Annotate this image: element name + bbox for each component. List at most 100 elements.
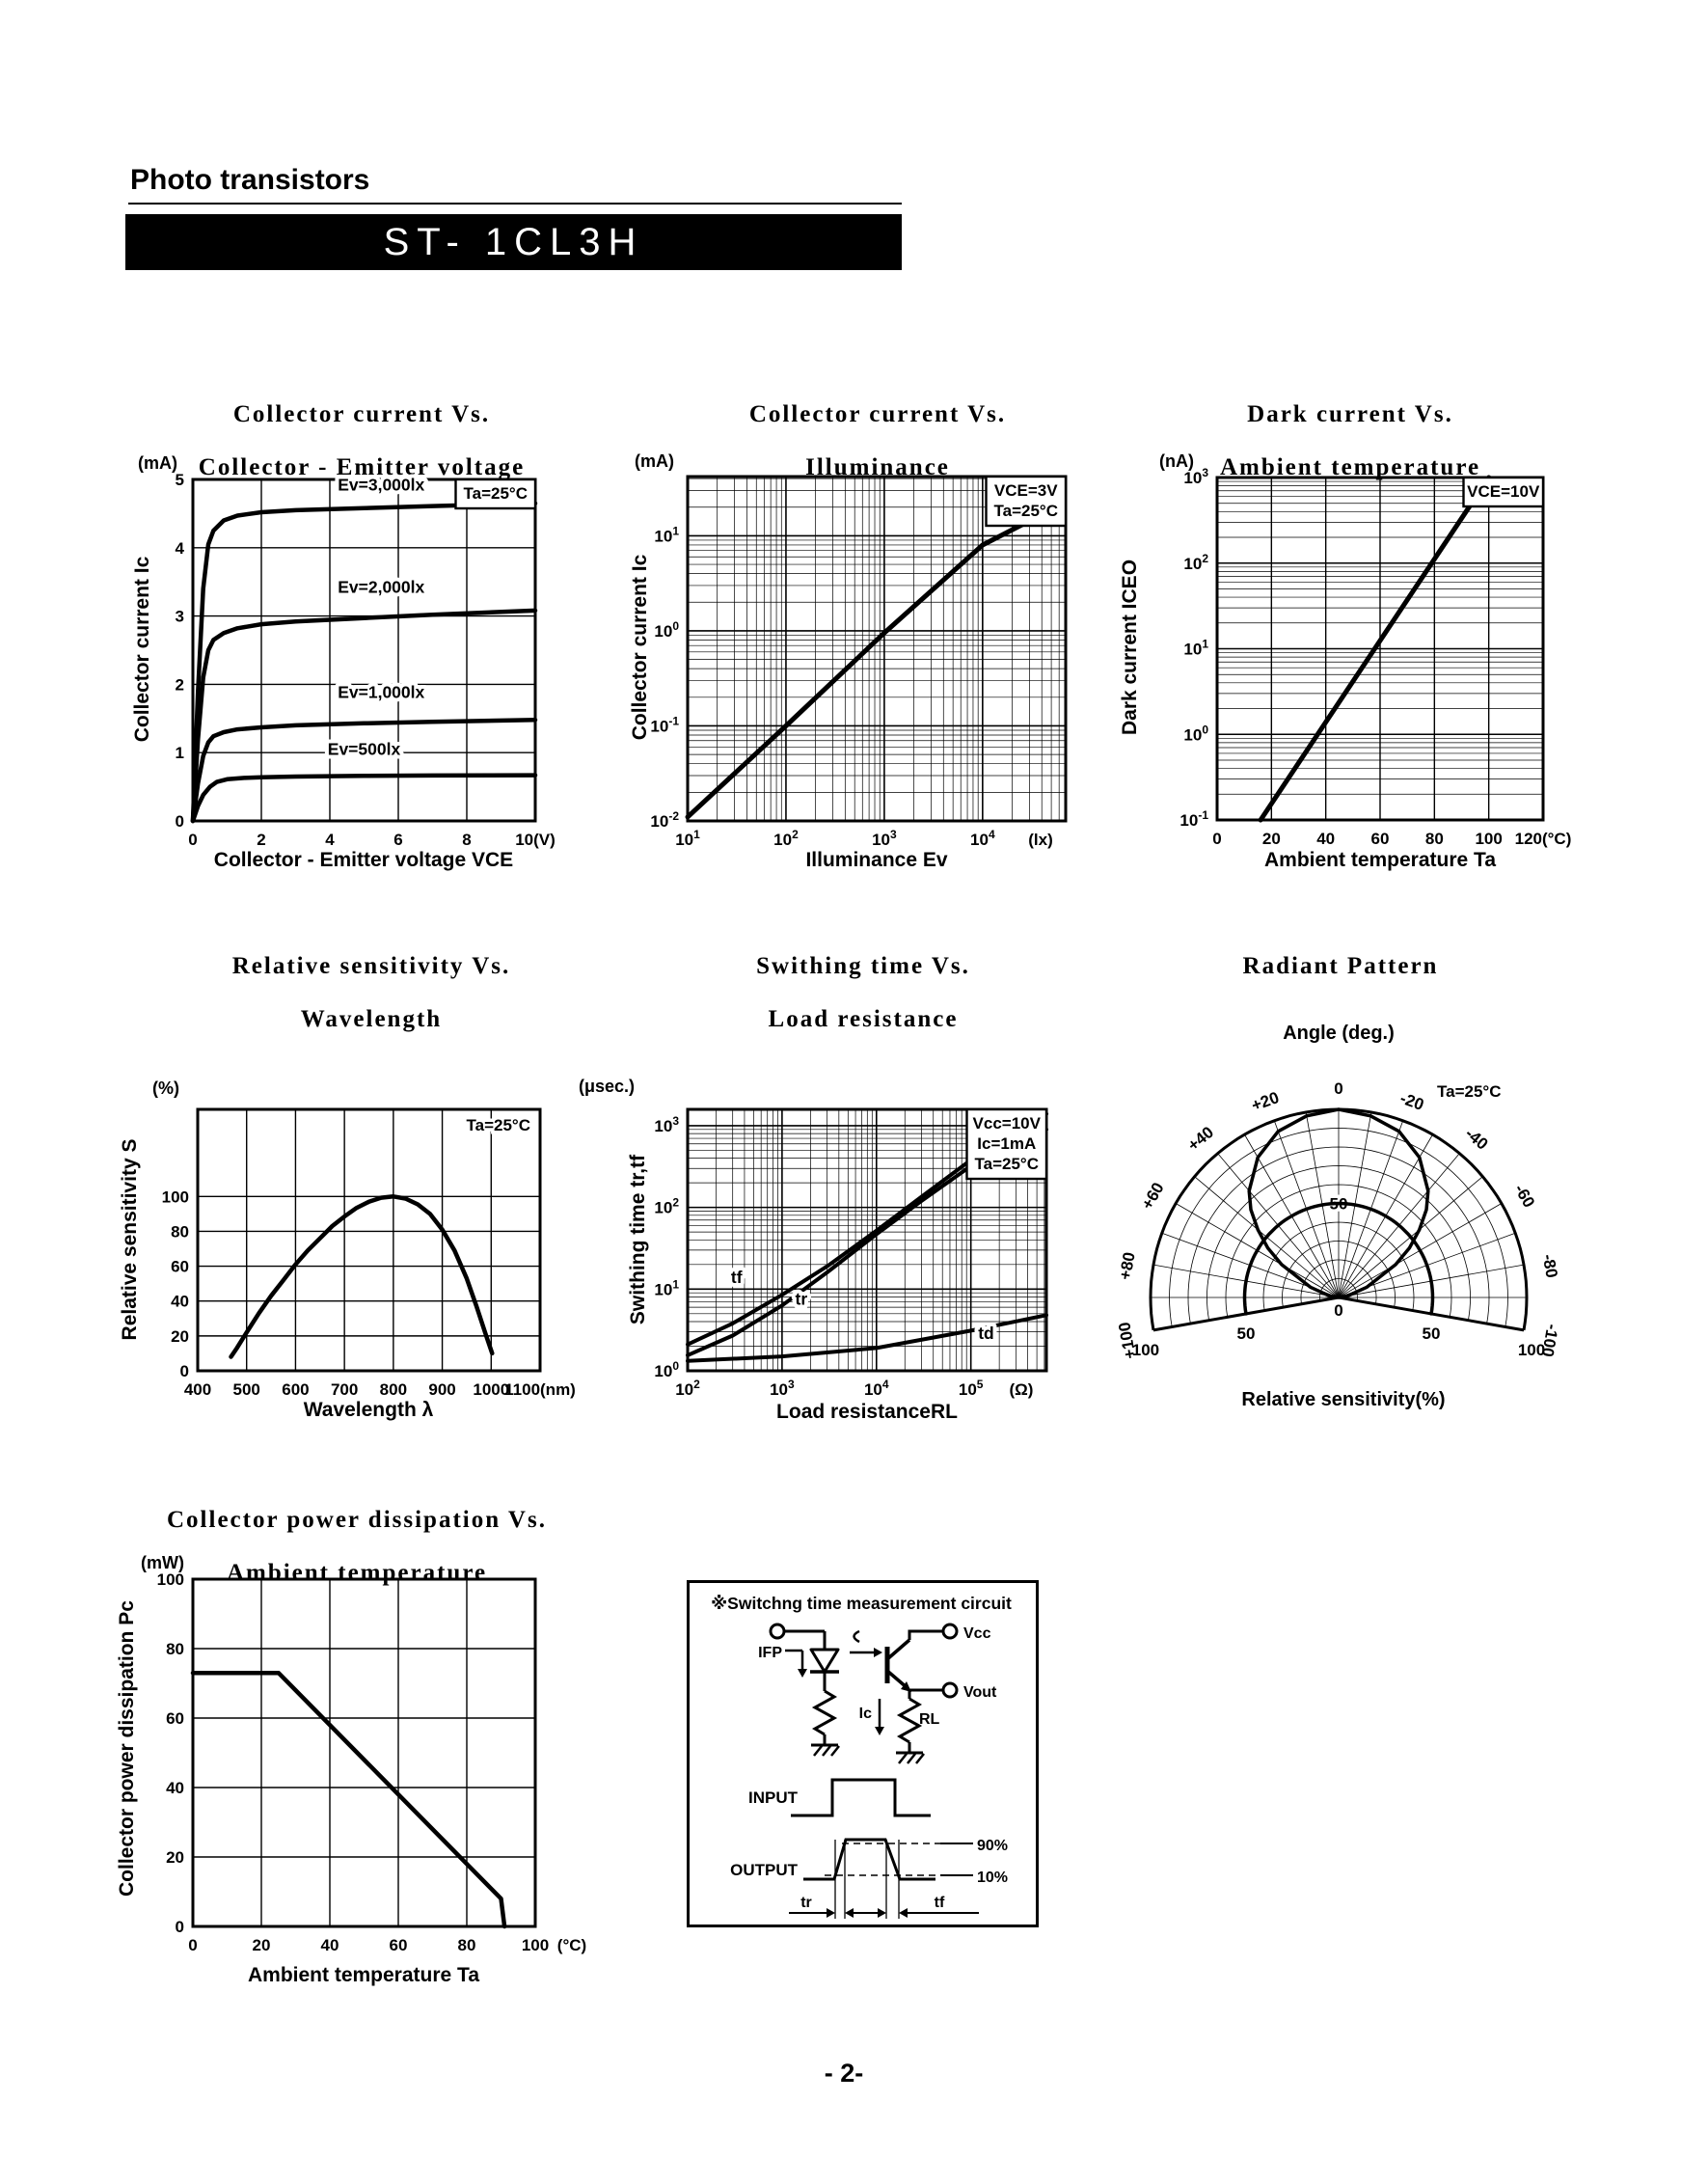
chart-pc-ta-title-line2: Ambient temperature: [226, 1560, 488, 1586]
chart-sensitivity-xlabel: Wavelength λ: [303, 1399, 434, 1421]
chart-switching-yunit: (μsec.): [579, 1077, 636, 1096]
svg-text:0: 0: [176, 1918, 184, 1936]
svg-text:5: 5: [176, 471, 184, 489]
ground-symbol-rl: [898, 1753, 925, 1764]
input-terminal: [769, 1623, 786, 1640]
svg-text:10(V): 10(V): [515, 831, 556, 849]
svg-text:80: 80: [458, 1936, 476, 1954]
svg-text:Vcc=10V: Vcc=10V: [973, 1114, 1042, 1133]
svg-text:800: 800: [380, 1380, 407, 1399]
chart-ic-vce-title: Collector current Vs. Collector - Emitte…: [145, 388, 579, 494]
svg-text:+80: +80: [1116, 1251, 1139, 1282]
ic-arrow: [875, 1727, 884, 1735]
svg-text:4: 4: [325, 831, 335, 849]
svg-text:Ev=3,000lx: Ev=3,000lx: [338, 475, 424, 494]
svg-text:2: 2: [257, 831, 265, 849]
svg-text:60: 60: [166, 1709, 184, 1728]
chart-iceo-ta-plot: VCE=10V 0 20 40 60 80 100 120(°C) 10-1 100 101 102 1…: [1179, 466, 1572, 848]
svg-text:20: 20: [253, 1936, 271, 1954]
svg-text:40: 40: [1316, 830, 1335, 848]
svg-text:100: 100: [1475, 830, 1502, 848]
chart-ic-vce-title-line2: Collector - Emitter voltage: [198, 454, 526, 480]
svg-text:8: 8: [462, 831, 471, 849]
chart-switching-xlabel: Load resistanceRL: [776, 1401, 958, 1423]
svg-text:0: 0: [180, 1362, 189, 1380]
svg-text:103: 103: [1183, 466, 1208, 487]
svg-text:120(°C): 120(°C): [1515, 830, 1572, 848]
svg-text:20: 20: [1262, 830, 1281, 848]
svg-text:Ta=25°C: Ta=25°C: [975, 1155, 1040, 1173]
svg-text:400: 400: [184, 1380, 211, 1399]
svg-text:Ev=1,000lx: Ev=1,000lx: [338, 683, 424, 702]
svg-text:104: 104: [864, 1378, 889, 1399]
chart-sensitivity-title-line1: Relative sensitivity Vs.: [231, 953, 511, 979]
svg-text:+40: +40: [1184, 1123, 1217, 1155]
chart-sensitivity-ylabel: Relative sensitivity S: [119, 1138, 141, 1341]
svg-text:101: 101: [675, 828, 700, 849]
svg-text:0: 0: [188, 1936, 197, 1954]
svg-text:Ta=25°C: Ta=25°C: [464, 484, 529, 503]
chart-ic-ev-plot: VCE=3V Ta=25°C 101 102 103 104 10-2 10-1 100 101 (…: [650, 475, 1068, 849]
svg-text:105: 105: [959, 1378, 984, 1399]
chart-pc-ta-title: Collector power dissipation Vs. Ambient …: [125, 1493, 588, 1599]
svg-text:-80: -80: [1539, 1253, 1561, 1280]
svg-text:Ta=25°C: Ta=25°C: [467, 1116, 531, 1134]
svg-text:100: 100: [654, 1359, 679, 1380]
measurement-guides: [834, 1840, 900, 1919]
svg-text:102: 102: [675, 1378, 700, 1399]
led-resistor: [811, 1689, 838, 1745]
ic-label: Ic: [859, 1706, 872, 1722]
chart-iceo-ta-title-line1: Dark current Vs.: [1247, 401, 1453, 427]
chart-pc-ta-plot: 0 20 40 60 80 100 0 20 40 60 80 100 (°C): [157, 1570, 587, 1954]
svg-text:-60: -60: [1510, 1181, 1538, 1211]
svg-text:80: 80: [171, 1222, 189, 1241]
svg-text:1000: 1000: [473, 1380, 509, 1399]
page-number: - 2-: [824, 2059, 864, 2088]
svg-text:VCE=3V: VCE=3V: [994, 481, 1058, 500]
svg-text:80: 80: [166, 1640, 184, 1658]
chart-pc-ta-yunit: (mW): [141, 1553, 184, 1572]
svg-text:+60: +60: [1138, 1180, 1168, 1213]
page-header: Photo transistors: [130, 164, 370, 196]
vcc-terminal: [941, 1623, 959, 1640]
svg-text:40: 40: [321, 1936, 339, 1954]
chart-iceo-ta-xlabel: Ambient temperature Ta: [1264, 849, 1496, 871]
light-symbol: [853, 1629, 860, 1644]
svg-text:101: 101: [1183, 638, 1208, 659]
svg-text:0: 0: [1334, 1079, 1342, 1098]
svg-text:td: td: [978, 1324, 994, 1343]
svg-text:Ic=1mA: Ic=1mA: [977, 1134, 1036, 1153]
chart-sensitivity-yunit: (%): [152, 1078, 179, 1098]
chart-ic-vce-plot: Ev=3,000lx Ev=2,000lx Ev=1,000lx Ev=500lx Ta…: [176, 471, 556, 849]
svg-text:20: 20: [171, 1327, 189, 1346]
svg-text:900: 900: [428, 1380, 455, 1399]
svg-text:3: 3: [176, 608, 184, 626]
svg-text:101: 101: [654, 1277, 679, 1298]
svg-text:(Ω): (Ω): [1010, 1380, 1034, 1399]
svg-text:Ta=25°C: Ta=25°C: [994, 502, 1059, 520]
chart-radiant-angle-label: Angle (deg.): [1283, 1023, 1395, 1044]
load-resistor: [896, 1690, 923, 1753]
output-waveform-label: OUTPUT: [730, 1861, 799, 1879]
input-waveform: [791, 1778, 931, 1817]
svg-text:60: 60: [171, 1258, 189, 1276]
svg-text:100: 100: [654, 619, 679, 641]
svg-text:500: 500: [233, 1380, 260, 1399]
rl-label: RL: [919, 1711, 940, 1728]
svg-text:100: 100: [522, 1936, 549, 1954]
svg-text:-40: -40: [1461, 1124, 1491, 1153]
chart-pc-ta-ylabel: Collector power dissipation Pc: [116, 1600, 138, 1897]
svg-text:1: 1: [176, 744, 184, 762]
svg-text:60: 60: [390, 1936, 408, 1954]
svg-text:+20: +20: [1249, 1088, 1282, 1115]
svg-text:60: 60: [1371, 830, 1390, 848]
svg-text:1100(nm): 1100(nm): [504, 1380, 576, 1399]
svg-text:tr: tr: [796, 1290, 808, 1309]
emitter-arrow: [901, 1681, 911, 1692]
chart-ic-vce-yunit: (mA): [138, 453, 177, 473]
svg-text:700: 700: [331, 1380, 358, 1399]
vout-label: Vout: [963, 1684, 997, 1701]
chart-ic-vce-xlabel: Collector - Emitter voltage VCE: [213, 849, 514, 871]
